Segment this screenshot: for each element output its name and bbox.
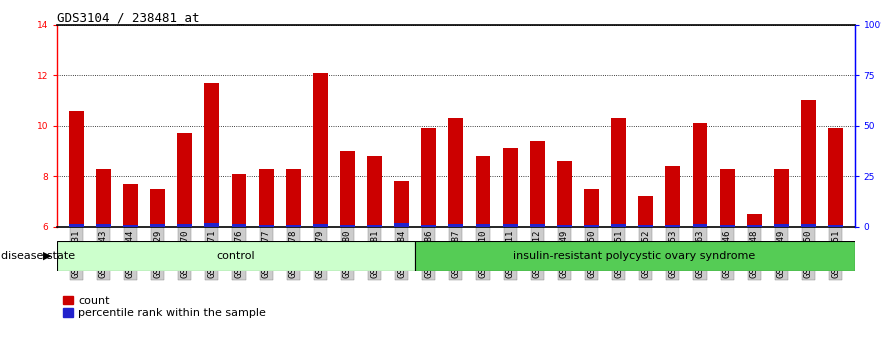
Bar	[340, 224, 355, 227]
Bar	[204, 223, 219, 227]
Bar	[69, 223, 84, 227]
Bar	[720, 169, 735, 227]
Bar	[774, 224, 788, 227]
Bar	[367, 224, 382, 227]
Bar	[285, 224, 300, 227]
Bar	[557, 161, 572, 227]
Bar	[639, 224, 653, 227]
Bar	[639, 196, 653, 227]
Bar	[367, 156, 382, 227]
Bar	[529, 141, 544, 227]
Text: ▶: ▶	[42, 251, 51, 261]
Bar	[828, 128, 843, 227]
Bar	[69, 110, 84, 227]
Bar	[692, 123, 707, 227]
Bar	[692, 224, 707, 227]
Bar	[177, 133, 192, 227]
Bar	[503, 148, 518, 227]
Bar	[204, 83, 219, 227]
Bar	[232, 173, 247, 227]
Bar	[720, 224, 735, 227]
Bar	[394, 223, 409, 227]
Bar	[123, 224, 138, 227]
Bar	[828, 224, 843, 227]
Bar	[232, 224, 247, 227]
Bar	[421, 224, 436, 227]
Bar	[415, 241, 855, 271]
Bar	[503, 224, 518, 227]
Text: GDS3104 / 238481_at: GDS3104 / 238481_at	[57, 11, 200, 24]
Bar	[340, 151, 355, 227]
Bar	[96, 224, 111, 227]
Bar	[285, 169, 300, 227]
Bar	[448, 118, 463, 227]
Bar	[774, 169, 788, 227]
Bar	[611, 118, 626, 227]
Bar	[57, 241, 415, 271]
Bar	[665, 166, 680, 227]
Bar	[476, 156, 491, 227]
Bar	[150, 224, 165, 227]
Bar	[611, 224, 626, 227]
Text: insulin-resistant polycystic ovary syndrome: insulin-resistant polycystic ovary syndr…	[514, 251, 756, 261]
Bar	[747, 224, 762, 227]
Legend: count, percentile rank within the sample: count, percentile rank within the sample	[63, 296, 266, 318]
Bar	[394, 181, 409, 227]
Bar	[584, 224, 599, 227]
Bar	[801, 224, 816, 227]
Bar	[665, 224, 680, 227]
Bar	[150, 189, 165, 227]
Bar	[448, 224, 463, 227]
Bar	[584, 189, 599, 227]
Bar	[123, 184, 138, 227]
Bar	[96, 169, 111, 227]
Bar	[557, 224, 572, 227]
Bar	[313, 224, 328, 227]
Bar	[801, 101, 816, 227]
Text: disease state: disease state	[1, 251, 75, 261]
Bar	[259, 169, 273, 227]
Bar	[313, 73, 328, 227]
Bar	[747, 214, 762, 227]
Text: control: control	[217, 251, 255, 261]
Bar	[421, 128, 436, 227]
Bar	[259, 224, 273, 227]
Bar	[476, 224, 491, 227]
Bar	[529, 224, 544, 227]
Bar	[177, 224, 192, 227]
